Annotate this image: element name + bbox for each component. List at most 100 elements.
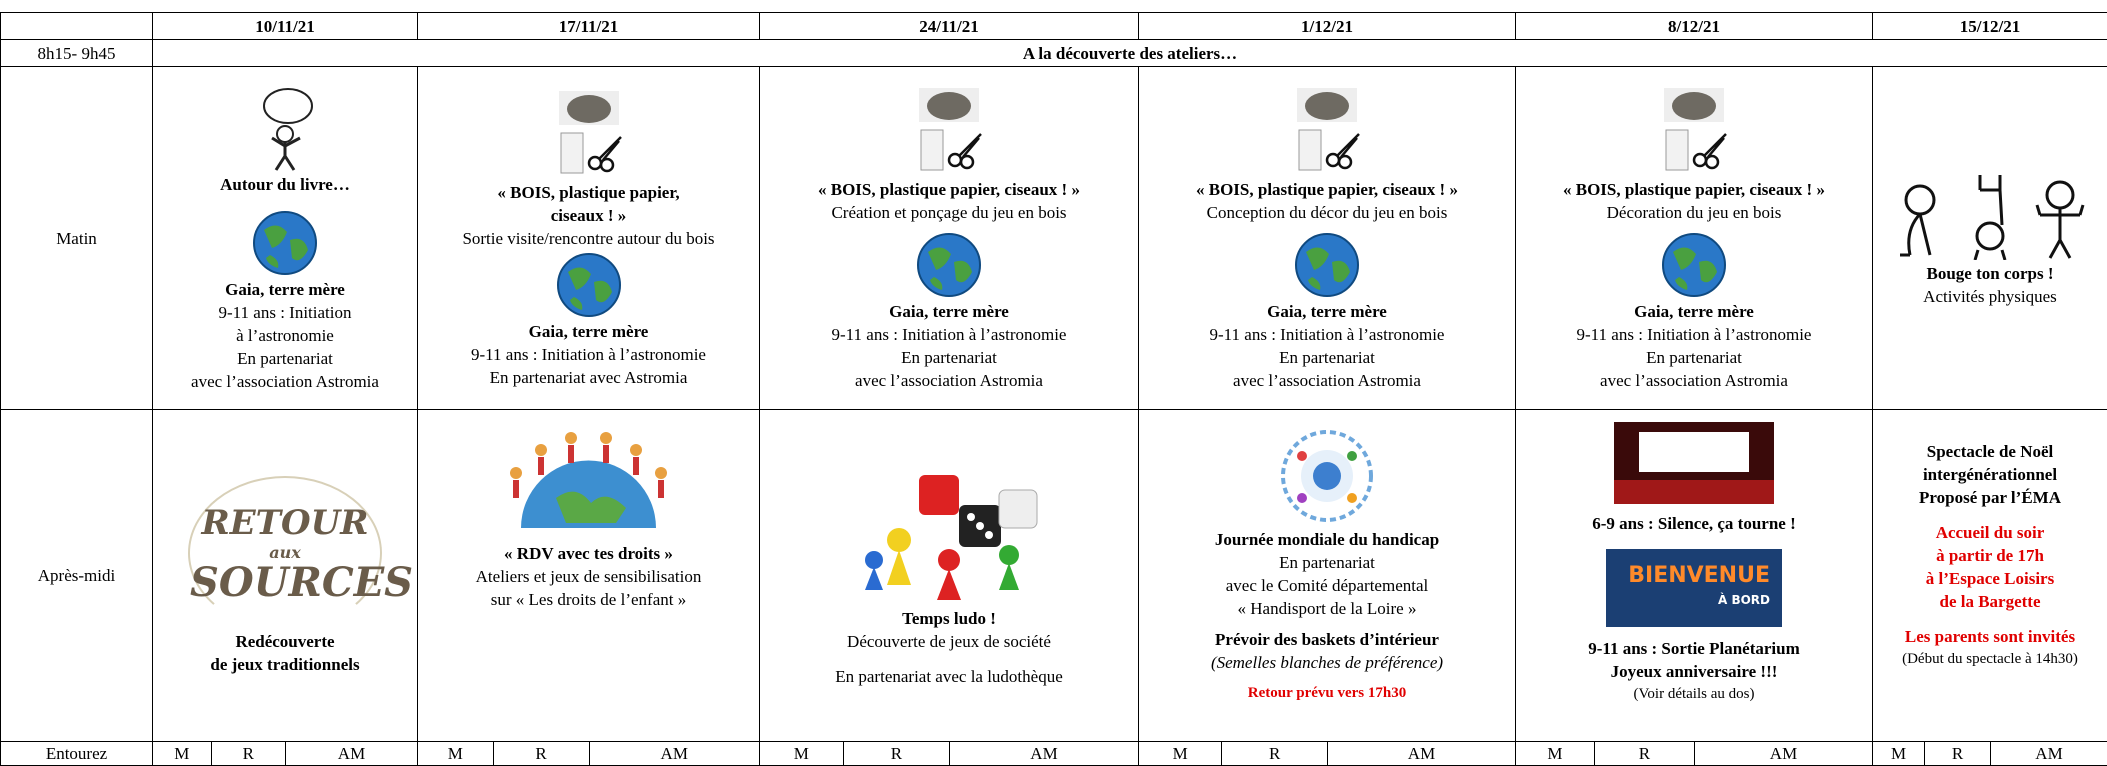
- option: M: [1873, 742, 1925, 765]
- option: AM: [1328, 742, 1515, 765]
- text: Bouge ton corps !: [1873, 262, 2107, 285]
- intro-text: A la découverte des ateliers…: [153, 40, 2107, 67]
- globe-icon: [916, 232, 982, 298]
- cell: Spectacle de Noël intergénérationnel Pro…: [1873, 410, 2107, 742]
- page-body: {"header":{"dates":["10/11/21","17/11/21…: [0, 0, 2107, 733]
- text: (Début du spectacle à 14h30): [1873, 648, 2107, 671]
- dice-image: [849, 465, 1049, 605]
- date: 1/12/21: [1139, 13, 1516, 40]
- text: avec l’association Astromia: [153, 370, 417, 393]
- option: M: [418, 742, 494, 765]
- morning-row: Matin Autour du livre… Gaia, terre mère …: [1, 67, 2107, 410]
- text: En partenariat: [760, 346, 1138, 369]
- text: intergénérationnel: [1873, 463, 2107, 486]
- date: 10/11/21: [153, 13, 418, 40]
- text: Spectacle de Noël: [1873, 440, 2107, 463]
- row-label: Entourez: [1, 742, 153, 766]
- text: En partenariat avec la ludothèque: [760, 665, 1138, 688]
- text: Gaia, terre mère: [760, 300, 1138, 323]
- text: En partenariat avec Astromia: [418, 366, 759, 389]
- option: AM: [1695, 742, 1872, 765]
- text: 6-9 ans : Silence, ça tourne !: [1516, 512, 1872, 535]
- gap: [760, 224, 1138, 230]
- text: 9-11 ans : Initiation à l’astronomie: [1516, 323, 1872, 346]
- logo: RETOUR aux SOURCES: [188, 476, 382, 630]
- option: AM: [286, 742, 417, 765]
- children-globe: [496, 428, 681, 528]
- text: à l’astronomie: [153, 324, 417, 347]
- cell: Bouge ton corps ! Activités physiques: [1873, 67, 2107, 410]
- book-sketch: [250, 86, 320, 171]
- text: Temps ludo !: [760, 607, 1138, 630]
- text: avec l’association Astromia: [760, 369, 1138, 392]
- text: (Semelles blanches de préférence): [1139, 651, 1515, 674]
- text: « BOIS, plastique papier,: [418, 181, 759, 204]
- text: « BOIS, plastique papier, ciseaux ! »: [760, 178, 1138, 201]
- text: « BOIS, plastique papier, ciseaux ! »: [1516, 178, 1872, 201]
- option: M: [1139, 742, 1222, 765]
- text: Conception du décor du jeu en bois: [1139, 201, 1515, 224]
- wood-icons: [1287, 86, 1367, 176]
- text: « Handisport de la Loire »: [1139, 597, 1515, 620]
- cell: 6-9 ans : Silence, ça tourne ! BIENVENUE…: [1516, 410, 1873, 742]
- text: de jeux traditionnels: [153, 653, 417, 676]
- text: Création et ponçage du jeu en bois: [760, 201, 1138, 224]
- option: R: [212, 742, 286, 765]
- text: ciseaux ! »: [418, 204, 759, 227]
- text: Ateliers et jeux de sensibilisation: [418, 565, 759, 588]
- text: Redécouverte: [153, 630, 417, 653]
- cell: « BOIS, plastique papier, ciseaux ! » So…: [418, 67, 760, 410]
- option: R: [1925, 742, 1991, 765]
- option: AM: [590, 742, 760, 765]
- wood-icons: [1654, 86, 1734, 176]
- cell: « BOIS, plastique papier, ciseaux ! »Cré…: [760, 67, 1139, 410]
- text: En partenariat: [1139, 551, 1515, 574]
- row-label: Matin: [1, 67, 153, 410]
- text: En partenariat: [1516, 346, 1872, 369]
- page: Planning html,body{margin:0;padding:0;ba…: [0, 0, 2107, 733]
- row-label: Après-midi: [1, 410, 153, 742]
- option: R: [494, 742, 590, 765]
- text: avec l’association Astromia: [1516, 369, 1872, 392]
- cell: RETOUR aux SOURCES Redécouverte de jeux …: [153, 410, 418, 742]
- gap: [1516, 224, 1872, 230]
- cinema-image: [1614, 422, 1774, 504]
- text: Prévoir des baskets d’intérieur: [1139, 628, 1515, 651]
- cell: Temps ludo ! Découverte de jeux de socié…: [760, 410, 1139, 742]
- cell: « RDV avec tes droits » Ateliers et jeux…: [418, 410, 760, 742]
- cell: « BOIS, plastique papier, ciseaux ! »Déc…: [1516, 67, 1873, 410]
- corner: [1, 13, 153, 40]
- wood-icons: [549, 89, 629, 179]
- text: à partir de 17h: [1873, 544, 2107, 567]
- text: 9-11 ans : Initiation à l’astronomie: [1139, 323, 1515, 346]
- option: M: [760, 742, 844, 765]
- banner-text: BIENVENUE: [1628, 564, 1770, 588]
- text: Gaia, terre mère: [418, 320, 759, 343]
- cell: Autour du livre… Gaia, terre mère 9-11 a…: [153, 67, 418, 410]
- text: avec l’association Astromia: [1139, 369, 1515, 392]
- handicap-logo: [1272, 426, 1382, 526]
- text: Proposé par l’ÉMA: [1873, 486, 2107, 509]
- text: Les parents sont invités: [1873, 625, 2107, 648]
- intro-row: 8h15- 9h45 A la découverte des ateliers…: [1, 40, 2107, 67]
- text: Journée mondiale du handicap: [1139, 528, 1515, 551]
- text: 9-11 ans : Sortie Planétarium: [1516, 637, 1872, 660]
- text: Gaia, terre mère: [153, 278, 417, 301]
- exercise-figures: [1890, 170, 2090, 260]
- option: R: [1222, 742, 1328, 765]
- date: 17/11/21: [418, 13, 760, 40]
- text: Activités physiques: [1873, 285, 2107, 308]
